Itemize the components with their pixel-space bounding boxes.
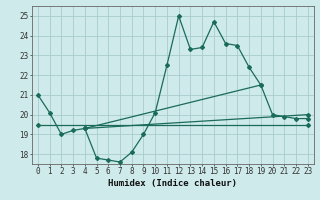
X-axis label: Humidex (Indice chaleur): Humidex (Indice chaleur) [108, 179, 237, 188]
